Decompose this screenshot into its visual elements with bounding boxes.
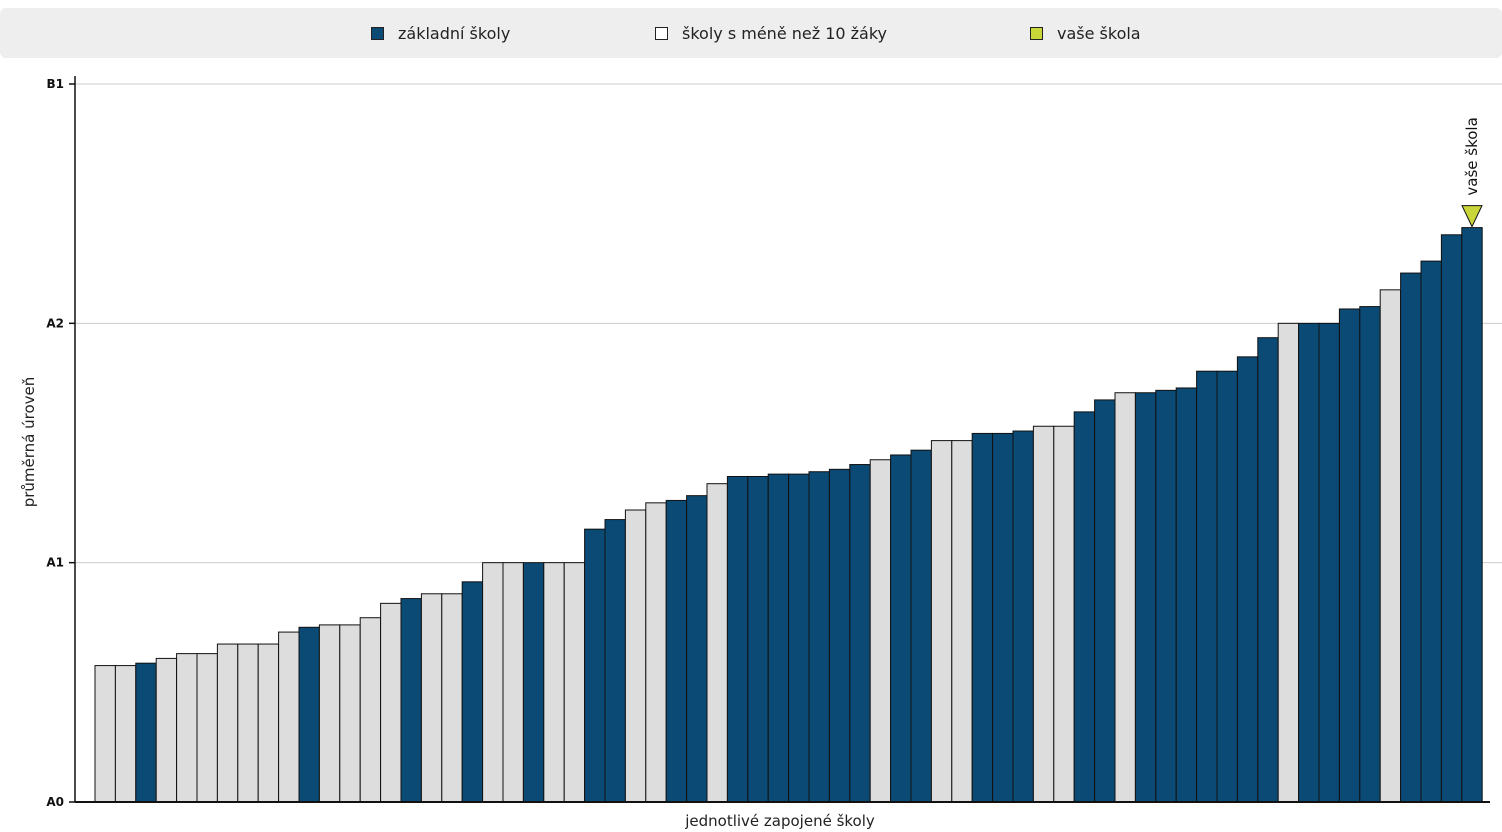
bar-regular-school: [808, 471, 830, 803]
bar-small-school: [155, 657, 178, 803]
your-school-triangle-icon: [1461, 205, 1483, 228]
y-tick-label: B1: [47, 77, 65, 91]
bar-regular-school: [788, 473, 810, 803]
bar-regular-school: [890, 454, 912, 803]
y-tick-label: A1: [46, 556, 64, 570]
your-school-marker: vaše škola: [1461, 117, 1483, 228]
bar-regular-school: [1155, 389, 1177, 803]
bar-regular-school: [828, 468, 851, 803]
bar-regular-school: [1175, 387, 1198, 803]
bar-regular-school: [135, 662, 157, 803]
bar-regular-school: [726, 476, 749, 803]
legend-swatch-your-school: [1030, 26, 1043, 40]
bar-small-school: [196, 653, 218, 803]
legend-label-regular: základní školy: [398, 23, 511, 43]
bars: [94, 227, 1483, 803]
x-axis-title: jednotlivé zapojené školy: [684, 812, 875, 830]
bar-regular-school: [747, 476, 769, 803]
bar-regular-school: [1073, 411, 1096, 803]
bar-small-school: [1379, 289, 1402, 803]
bar-small-school: [951, 440, 973, 803]
legend-label-your-school: vaše škola: [1057, 23, 1141, 43]
bar-regular-school: [1461, 227, 1483, 803]
bar-small-school: [237, 643, 259, 803]
bar-regular-school: [1338, 308, 1361, 803]
bar-small-school: [1114, 392, 1136, 803]
bar-small-school: [257, 643, 280, 803]
bar-small-school: [543, 562, 565, 803]
y-axis-title: průměrná úroveň: [20, 377, 38, 508]
bar-regular-school: [1420, 260, 1442, 803]
bar-regular-school: [461, 581, 484, 803]
bar-regular-school: [1440, 234, 1463, 803]
bar-small-school: [318, 624, 341, 803]
bar-regular-school: [1400, 272, 1422, 803]
bar-small-school: [176, 653, 198, 803]
bar-small-school: [114, 665, 137, 803]
bar-regular-school: [298, 626, 320, 803]
bar-small-school: [441, 593, 463, 803]
bar-regular-school: [971, 432, 994, 803]
legend-label-small: školy s méně než 10 žáky: [682, 23, 888, 43]
legend: základní školy školy s méně než 10 žáky …: [0, 8, 1502, 58]
bar-small-school: [278, 631, 300, 803]
bar-regular-school: [1216, 370, 1238, 803]
bar-regular-school: [522, 562, 545, 803]
legend-swatch-regular: [371, 26, 384, 40]
bar-regular-school: [584, 528, 606, 803]
y-tick-label: A2: [46, 316, 64, 330]
bar-regular-school: [1298, 322, 1320, 803]
bar-small-school: [482, 562, 504, 803]
bar-regular-school: [1134, 392, 1157, 803]
bar-small-school: [869, 459, 892, 803]
y-tick-label: A0: [46, 795, 64, 809]
bar-small-school: [624, 509, 647, 803]
bar-small-school: [706, 483, 728, 803]
bar-regular-school: [910, 449, 932, 803]
bar-regular-school: [1012, 430, 1034, 803]
bar-small-school: [339, 624, 361, 803]
bar-small-school: [502, 562, 524, 803]
bar-regular-school: [400, 598, 422, 803]
y-ticks: A0 A1 A2 B1: [46, 77, 75, 809]
legend-swatch-small: [655, 26, 668, 40]
bar-regular-school: [1236, 356, 1259, 803]
bar-regular-school: [665, 499, 688, 803]
bar-regular-school: [992, 432, 1014, 803]
bar-small-school: [1053, 425, 1075, 803]
bar-regular-school: [1094, 399, 1116, 803]
legend-item-your-school[interactable]: vaše škola: [1030, 8, 1141, 58]
bar-small-school: [930, 440, 953, 803]
bar-regular-school: [1196, 370, 1218, 803]
legend-item-regular-schools[interactable]: základní školy: [371, 8, 510, 58]
bar-regular-school: [1318, 322, 1340, 803]
bar-small-school: [1277, 322, 1300, 803]
bar-regular-school: [849, 464, 871, 803]
bar-small-school: [359, 617, 382, 803]
bar-small-school: [1032, 425, 1055, 803]
bar-small-school: [420, 593, 443, 803]
bar-small-school: [216, 643, 239, 803]
bar-small-school: [645, 502, 667, 803]
legend-item-small-schools[interactable]: školy s méně než 10 žáky: [655, 8, 887, 58]
bar-regular-school: [686, 495, 708, 803]
bar-regular-school: [767, 473, 790, 803]
bar-small-school: [380, 602, 402, 803]
your-school-marker-label: vaše škola: [1463, 117, 1481, 195]
bar-small-school: [94, 665, 116, 803]
axes: [74, 76, 1490, 803]
bar-regular-school: [1359, 306, 1381, 803]
bar-regular-school: [1257, 337, 1279, 803]
bar-regular-school: [604, 519, 626, 803]
bar-small-school: [563, 562, 586, 803]
